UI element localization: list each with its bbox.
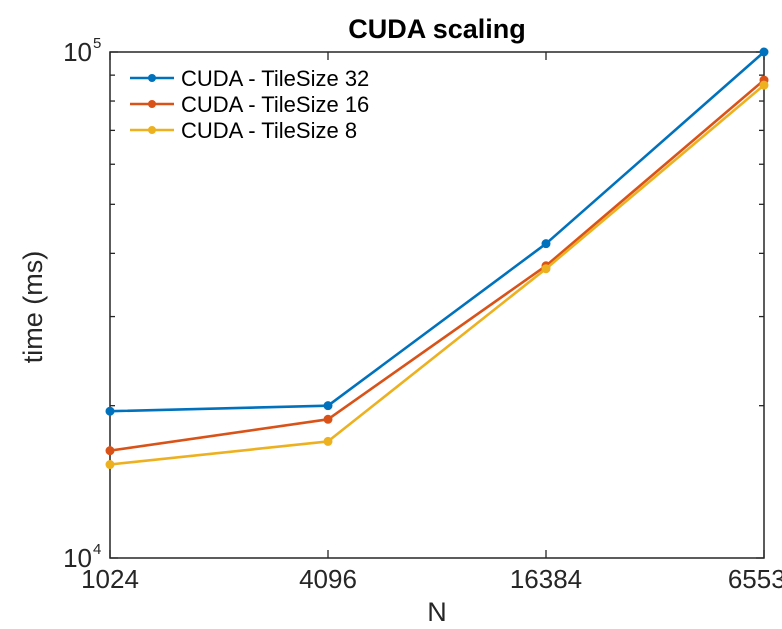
data-point xyxy=(105,446,115,456)
data-point xyxy=(323,414,333,424)
data-point xyxy=(541,239,551,249)
chart-title: CUDA scaling xyxy=(348,14,526,44)
series-layer xyxy=(105,47,769,470)
series-line xyxy=(109,84,765,466)
data-point xyxy=(541,264,551,274)
legend-entry: CUDA - TileSize 8 xyxy=(130,118,357,143)
data-point xyxy=(323,436,333,446)
x-tick-label: 16384 xyxy=(510,564,582,594)
series-1 xyxy=(105,47,769,416)
legend-label: CUDA - TileSize 16 xyxy=(181,92,369,117)
data-point xyxy=(105,406,115,416)
legend-label: CUDA - TileSize 32 xyxy=(181,66,369,91)
legend-label: CUDA - TileSize 8 xyxy=(181,118,357,143)
y-tick-exponent: 5 xyxy=(93,35,101,52)
x-tick-label: 65536 xyxy=(728,564,782,594)
x-tick-label: 4096 xyxy=(299,564,357,594)
legend-entry: CUDA - TileSize 32 xyxy=(130,66,369,91)
data-point xyxy=(759,47,769,57)
plot-frame xyxy=(109,51,765,559)
x-axis-label: N xyxy=(427,597,447,627)
x-tick-label: 1024 xyxy=(81,564,139,594)
data-point xyxy=(105,460,115,470)
legend-marker xyxy=(148,126,156,134)
legend-marker xyxy=(148,100,156,108)
legend-entry: CUDA - TileSize 16 xyxy=(130,92,369,117)
data-point xyxy=(759,80,769,90)
y-tick-label: 10 xyxy=(63,37,92,67)
y-tick-exponent: 4 xyxy=(93,541,101,558)
y-tick-label: 10 xyxy=(63,543,92,573)
legend-marker xyxy=(148,74,156,82)
plot-axes xyxy=(109,51,765,559)
tick-labels: 102440961638465536104105 xyxy=(63,35,782,594)
series-3 xyxy=(105,80,769,470)
series-line xyxy=(109,51,765,413)
data-point xyxy=(323,401,333,411)
series-line xyxy=(109,79,765,452)
y-axis-label: time (ms) xyxy=(18,251,48,363)
